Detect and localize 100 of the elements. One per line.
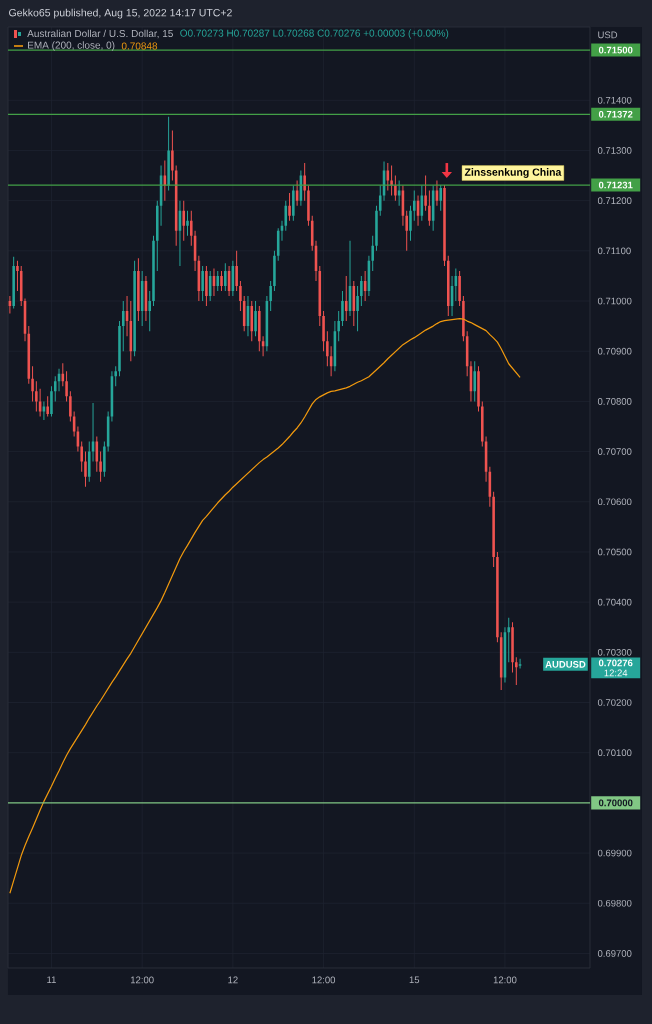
candlestick <box>46 396 49 417</box>
candlestick <box>511 622 514 673</box>
candlestick <box>356 285 359 332</box>
y-tick-label: 0.70800 <box>597 398 632 405</box>
x-tick-label: 12 <box>228 976 238 984</box>
candlestick <box>439 185 442 211</box>
candlestick <box>337 311 340 342</box>
candlestick <box>303 163 306 201</box>
candlestick <box>84 451 87 487</box>
candlestick <box>239 280 242 312</box>
y-tick-label: 0.70400 <box>597 598 632 606</box>
y-tick-label: 0.69800 <box>597 899 632 907</box>
chart-title: Gekko65 published, Aug 15, 2022 14:17 UTC+2 <box>9 8 232 19</box>
candlestick <box>446 255 450 317</box>
candlestick <box>405 210 408 251</box>
candlestick <box>477 366 480 412</box>
candlestick <box>518 658 522 669</box>
legend-label: EMA (200, close, 0) <box>28 41 115 51</box>
candlestick <box>118 321 121 377</box>
candlestick <box>394 175 397 201</box>
text: 0.70276 <box>598 659 633 667</box>
candlestick <box>458 270 461 307</box>
candlestick <box>167 116 170 191</box>
candlestick <box>378 185 382 216</box>
candlestick <box>190 210 193 246</box>
candlestick <box>254 301 257 337</box>
candlestick <box>87 441 91 482</box>
candlestick <box>310 215 314 251</box>
candlestick <box>481 401 484 447</box>
candlestick <box>492 491 495 567</box>
candlestick <box>8 295 12 314</box>
x-tick-label: 15 <box>409 976 420 984</box>
candlestick <box>220 270 223 291</box>
y-tick-label: 0.70500 <box>597 548 632 556</box>
candlestick <box>114 366 117 387</box>
candlestick <box>125 295 129 337</box>
candlestick <box>292 185 295 221</box>
y-tick-label: 0.71300 <box>597 147 632 154</box>
candlestick <box>31 366 34 402</box>
y-tick-label: 0.70900 <box>597 347 632 355</box>
ref-line-label: 0.71231 <box>598 181 633 189</box>
candlestick <box>53 376 57 402</box>
y-tick-label: 0.70100 <box>597 749 632 757</box>
ref-line-label: 0.70000 <box>598 799 633 807</box>
candlestick <box>133 260 136 357</box>
candlestick <box>250 301 254 342</box>
y-tick-label: 0.70300 <box>597 648 632 656</box>
x-tick-label: 12:00 <box>131 976 154 984</box>
x-tick-label: 12:00 <box>312 976 336 984</box>
candlestick <box>155 200 159 271</box>
y-tick-label: 0.71200 <box>597 197 632 204</box>
candlestick <box>16 260 19 291</box>
candlestick <box>454 268 458 302</box>
candlestick <box>50 386 53 417</box>
candlestick <box>371 235 374 271</box>
y-tick-label: 0.71100 <box>597 247 631 255</box>
candlestick <box>284 200 288 231</box>
candlestick <box>462 295 465 342</box>
y-tick-label: 0.69900 <box>597 849 632 857</box>
candlestick <box>224 263 227 291</box>
candlestick <box>91 402 95 462</box>
candlestick <box>412 190 416 221</box>
candlestick <box>103 441 106 477</box>
candlestick <box>69 391 72 422</box>
x-tick-label: 12:00 <box>493 976 517 984</box>
candlestick <box>428 190 431 226</box>
ref-line-label: 0.71500 <box>598 46 633 54</box>
candlestick <box>375 205 378 251</box>
annotation: AUDUSD <box>545 661 586 668</box>
candlestick <box>326 331 329 367</box>
candlestick <box>307 185 310 226</box>
y-axis-title: USD <box>598 31 618 39</box>
candlestick <box>171 130 174 181</box>
candlestick <box>205 265 208 307</box>
candlestick <box>152 235 155 307</box>
candlestick <box>322 311 325 352</box>
annotation: 0.70848 <box>121 42 158 50</box>
candlestick <box>288 193 291 221</box>
candlestick <box>344 275 348 322</box>
ref-line-label: 0.71372 <box>598 110 633 118</box>
candlestick <box>473 361 477 402</box>
candlestick <box>409 205 412 241</box>
x-tick-label: 11 <box>47 976 56 984</box>
legend-label: Australian Dollar / U.S. Dollar, 15 <box>27 29 173 39</box>
candlestick <box>65 371 68 402</box>
y-tick-label: 0.70200 <box>597 699 632 706</box>
candlestick <box>235 250 238 291</box>
candlestick <box>496 551 499 643</box>
text: 12:24 <box>604 669 628 677</box>
candlestick <box>80 441 83 472</box>
annotation: O0.70273 H0.70287 L0.70268 C0.70276 +0.00003 (+0.00%) <box>180 29 449 39</box>
candlestick <box>360 275 363 307</box>
candlestick <box>507 617 511 663</box>
candlestick <box>269 280 272 312</box>
candlestick <box>341 290 344 327</box>
candlestick <box>201 265 204 302</box>
candlestick <box>148 290 152 332</box>
candlestick <box>137 258 140 322</box>
candlestick <box>216 270 220 291</box>
y-tick-label: 0.70700 <box>597 448 632 455</box>
